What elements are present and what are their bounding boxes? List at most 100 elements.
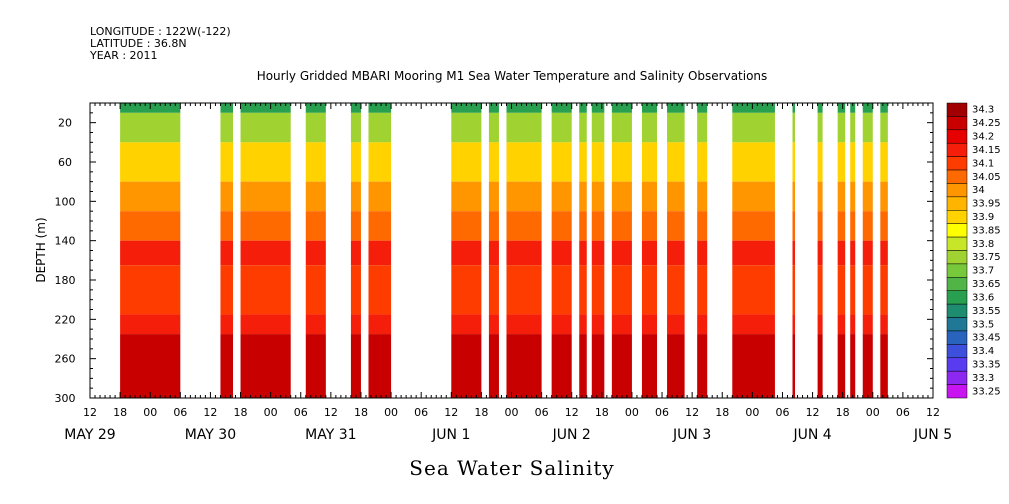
y-tick-label: 20 (58, 117, 72, 130)
data-cell (792, 240, 796, 266)
colorbar: 34.3 34.25 34.2 34.15 34.1 34.05 34 33.95 33.9 33… (946, 102, 1001, 399)
data-cell (506, 334, 542, 398)
data-cell (305, 181, 326, 212)
chart-title: Hourly Gridded MBARI Mooring M1 Sea Wate… (257, 69, 768, 83)
data-cell (220, 142, 234, 182)
data-cell (305, 334, 326, 398)
data-cell (120, 181, 181, 212)
x-hour-label: 18 (715, 406, 729, 419)
data-cell (732, 334, 775, 398)
data-cell (697, 112, 708, 143)
data-cell (350, 112, 361, 143)
data-cell (667, 142, 685, 182)
data-cell (551, 181, 572, 212)
data-cell (697, 334, 708, 398)
colorbar-label: 33.4 (972, 346, 994, 357)
data-cell (120, 334, 181, 398)
data-cell (697, 240, 708, 266)
plot-area (120, 103, 888, 398)
data-cell (611, 211, 632, 241)
data-cell (591, 314, 605, 335)
data-cell (880, 181, 888, 212)
data-cell (697, 181, 708, 212)
colorbar-label: 34.25 (972, 118, 1001, 129)
data-cell (240, 240, 291, 266)
data-cell (579, 314, 587, 335)
data-cell (667, 240, 685, 266)
data-cell (880, 211, 888, 241)
data-cell (506, 142, 542, 182)
data-cell (850, 240, 856, 266)
data-cell (792, 334, 796, 398)
data-cell (641, 181, 658, 212)
data-cell (451, 112, 482, 143)
x-hour-label: 06 (896, 406, 910, 419)
data-cell (220, 334, 234, 398)
y-tick-label: 60 (58, 156, 72, 169)
data-cell (240, 142, 291, 182)
data-cell (220, 103, 234, 113)
colorbar-swatch (946, 102, 968, 117)
data-cell (220, 112, 234, 143)
data-cell (732, 103, 775, 113)
data-cell (697, 265, 708, 315)
data-cell (817, 211, 823, 241)
data-cell (611, 142, 632, 182)
y-tick-label: 100 (55, 195, 76, 208)
x-hour-label: 00 (505, 406, 519, 419)
data-cell (880, 334, 888, 398)
x-hour-label: 00 (625, 406, 639, 419)
data-cell (551, 265, 572, 315)
x-day-label: MAY 31 (305, 427, 356, 443)
data-cell (641, 103, 658, 113)
colorbar-label: 33.85 (972, 225, 1001, 236)
colorbar-label: 33.35 (972, 359, 1001, 370)
colorbar-label: 34.3 (972, 105, 994, 116)
colorbar-swatch (946, 317, 968, 332)
x-day-label: JUN 3 (672, 427, 711, 443)
x-hour-label: 12 (83, 406, 97, 419)
y-tick-label: 220 (55, 313, 76, 326)
data-cell (350, 181, 361, 212)
data-cell (817, 103, 823, 113)
data-cell (220, 314, 234, 335)
data-cell (220, 181, 234, 212)
data-cell (451, 103, 482, 113)
x-day-label: JUN 1 (431, 427, 470, 443)
data-cell (305, 112, 326, 143)
data-cell (817, 181, 823, 212)
colorbar-label: 33.95 (972, 199, 1001, 210)
colorbar-swatch (946, 236, 968, 251)
data-cell (579, 334, 587, 398)
data-cell (837, 112, 846, 143)
data-cell (591, 240, 605, 266)
colorbar-swatch (946, 156, 968, 171)
data-cell (551, 240, 572, 266)
data-cell (611, 314, 632, 335)
x-day-label: MAY 29 (64, 427, 115, 443)
y-axis-title: DEPTH (m) (34, 217, 48, 282)
year-label: YEAR : 2011 (89, 49, 158, 62)
x-hour-label: 18 (354, 406, 368, 419)
data-cell (120, 211, 181, 241)
x-hour-label: 06 (535, 406, 549, 419)
data-cell (579, 112, 587, 143)
x-hour-label: 12 (444, 406, 458, 419)
x-hour-label: 00 (264, 406, 278, 419)
data-cell (305, 240, 326, 266)
data-cell (451, 240, 482, 266)
colorbar-swatch (946, 210, 968, 224)
data-cell (732, 265, 775, 315)
colorbar-swatch (946, 384, 968, 399)
data-cell (667, 211, 685, 241)
data-cell (837, 211, 846, 241)
x-hour-label: 12 (324, 406, 338, 419)
x-axis-title: Sea Water Salinity (409, 456, 614, 480)
data-cell (817, 240, 823, 266)
data-cell (240, 103, 291, 113)
data-cell (667, 103, 685, 113)
colorbar-swatch (946, 290, 968, 305)
colorbar-label: 33.65 (972, 279, 1001, 290)
data-cell (850, 103, 856, 113)
